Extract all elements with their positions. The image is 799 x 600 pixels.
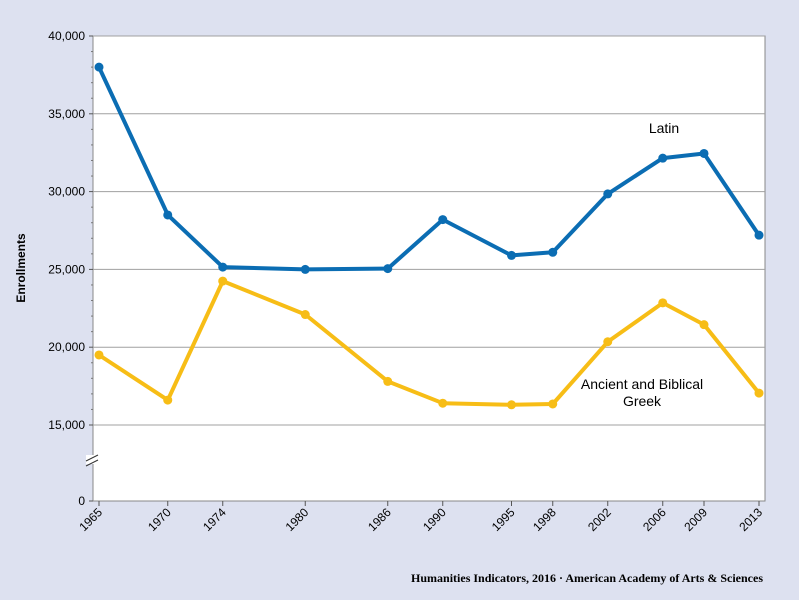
- data-point: [507, 250, 516, 260]
- data-point: [699, 148, 709, 158]
- x-tick-label: 1995: [489, 505, 518, 534]
- data-point: [218, 276, 228, 286]
- y-tick-label: 40,000: [48, 29, 85, 43]
- data-point: [163, 395, 173, 405]
- x-tick-label: 1986: [365, 505, 394, 534]
- y-tick-label: 35,000: [48, 107, 85, 121]
- x-tick-label: 1970: [145, 505, 174, 534]
- data-point: [383, 264, 393, 274]
- series-group: [94, 62, 764, 410]
- source-credit: Humanities Indicators, 2016 · American A…: [411, 571, 763, 585]
- data-point: [438, 215, 448, 225]
- y-axis: 0 15,000 20,000 25,000 30,000 35,000 40,000: [48, 29, 100, 508]
- x-tick-label: 2013: [736, 505, 765, 534]
- x-tick-label: 1998: [530, 505, 559, 534]
- x-tick-label: 1980: [283, 505, 312, 534]
- gridlines: [93, 35, 765, 426]
- series-line: [97, 279, 761, 407]
- data-point: [658, 153, 668, 163]
- data-point: [603, 337, 613, 347]
- data-point: [94, 62, 104, 72]
- series-line: [97, 66, 761, 272]
- data-point: [754, 230, 764, 240]
- x-tick-label: 1965: [76, 505, 105, 534]
- y-tick-label: 25,000: [48, 262, 85, 276]
- series-label-line: Latin: [649, 120, 679, 136]
- data-point: [94, 350, 104, 360]
- data-point: [300, 264, 310, 274]
- data-point: [383, 376, 393, 386]
- plot-area: [92, 35, 766, 502]
- y-tick-label: 15,000: [48, 418, 85, 432]
- y-axis-label: Enrollments: [14, 233, 28, 303]
- x-axis: 1965 1970 1974 1980 1986 1990 1995 1998 2002 2006…: [76, 501, 765, 534]
- series-label-line: Greek: [623, 393, 662, 409]
- series-1: [94, 276, 764, 410]
- series-labels: Latin Ancient and Biblical Greek: [581, 120, 703, 409]
- x-tick-label: 2006: [640, 505, 669, 534]
- data-point: [754, 388, 764, 398]
- x-tick-label: 1974: [200, 505, 229, 534]
- data-point: [548, 247, 558, 257]
- series-label: Latin: [649, 120, 679, 136]
- x-tick-label: 2009: [681, 505, 710, 534]
- data-point: [163, 210, 173, 220]
- y-tick-label: 30,000: [48, 185, 85, 199]
- series-label-line: Ancient and Biblical: [581, 376, 703, 392]
- data-point: [300, 310, 310, 320]
- y-tick-label: 20,000: [48, 340, 85, 354]
- x-tick-label: 2002: [585, 505, 614, 534]
- y-tick-label: 0: [78, 494, 85, 508]
- series-label: Ancient and Biblical Greek: [581, 376, 703, 409]
- data-point: [548, 399, 558, 409]
- data-point: [438, 398, 448, 408]
- data-point: [658, 298, 668, 308]
- data-point: [603, 189, 613, 199]
- data-point: [507, 400, 516, 410]
- data-point: [699, 320, 709, 330]
- x-tick-label: 1990: [420, 505, 449, 534]
- axis-break-icon: [85, 454, 100, 467]
- data-point: [218, 262, 228, 272]
- series-0: [94, 62, 764, 274]
